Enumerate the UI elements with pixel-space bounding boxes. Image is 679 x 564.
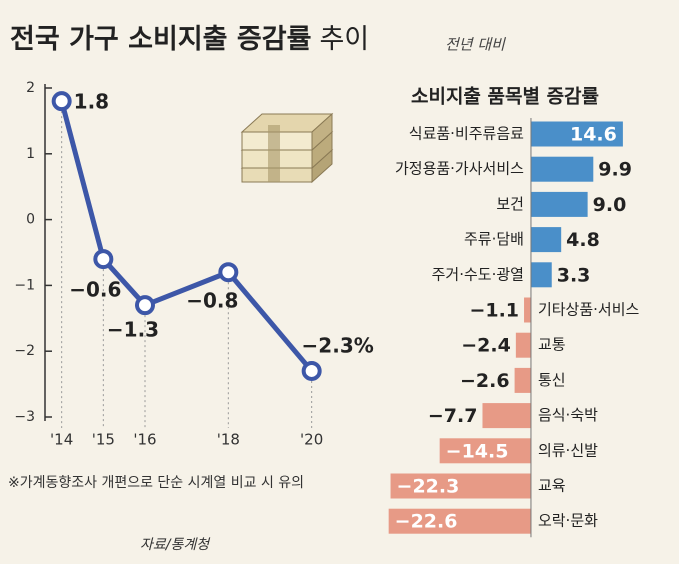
- category-label: 오락·문화: [538, 512, 598, 530]
- y-tick-label: −2: [14, 343, 35, 359]
- data-label: −2.6: [460, 370, 510, 392]
- data-label: 9.9: [598, 159, 632, 181]
- category-label: 통신: [538, 371, 566, 389]
- bar: [388, 508, 531, 534]
- chart-title: 소비지출 품목별 증감률: [411, 86, 599, 108]
- bar: [530, 262, 552, 288]
- category-label: 의류·신발: [538, 441, 598, 459]
- data-label: −14.5: [446, 440, 509, 462]
- x-tick-label: '20: [300, 431, 323, 449]
- source: 자료/통계청: [140, 537, 211, 553]
- bar: [482, 403, 531, 429]
- category-label: 음식·숙박: [538, 406, 598, 424]
- data-label: −7.7: [428, 405, 478, 427]
- y-tick-label: 2: [26, 80, 35, 96]
- point: [51, 91, 72, 112]
- title-suffix: 추이: [319, 24, 369, 55]
- point: [301, 360, 322, 381]
- y-tick-label: 1: [26, 146, 35, 162]
- bar: [515, 332, 531, 358]
- data-label: 14.6: [570, 124, 617, 146]
- money-icon: [240, 112, 334, 184]
- data-label: −0.8: [186, 289, 238, 313]
- data-label: −2.3%: [302, 333, 374, 357]
- category-label: 기타상품·서비스: [538, 301, 640, 319]
- data-label: −22.3: [397, 476, 460, 498]
- bar: [530, 227, 562, 253]
- bar: [530, 191, 588, 217]
- y-tick-label: −3: [14, 409, 35, 425]
- bar: [530, 156, 594, 182]
- category-label: 교육: [538, 477, 566, 495]
- data-label: −1.1: [469, 300, 519, 322]
- x-tick-label: '18: [217, 431, 240, 449]
- bar: [390, 473, 531, 499]
- subtitle: 전년 대비: [445, 36, 506, 54]
- title-main: 전국 가구 소비지출 증감률: [10, 24, 311, 55]
- note: ※가계동향조사 개편으로 단순 시계열 비교 시 유의: [8, 475, 304, 491]
- point: [218, 262, 239, 283]
- y-tick-label: −1: [14, 277, 35, 293]
- category-label: 주류·담배: [464, 230, 524, 248]
- data-label: 9.0: [593, 194, 627, 216]
- data-label: −0.6: [69, 278, 121, 302]
- data-label: 3.3: [557, 264, 591, 286]
- category-label: 교통: [538, 336, 566, 354]
- category-label: 가정용품·가사서비스: [395, 160, 524, 178]
- data-label: −22.6: [395, 511, 458, 533]
- x-tick-label: '15: [92, 431, 115, 449]
- category-label: 주거·수도·광열: [432, 265, 524, 283]
- data-label: 1.8: [74, 90, 109, 114]
- x-tick-label: '16: [133, 431, 156, 449]
- point: [93, 249, 114, 270]
- bar: [530, 121, 623, 147]
- category-label: 보건: [496, 195, 524, 213]
- point: [135, 295, 155, 316]
- x-tick-label: '14: [50, 431, 73, 449]
- bar: [439, 438, 531, 464]
- data-label: −1.3: [107, 318, 159, 342]
- y-tick-label: 0: [26, 212, 35, 228]
- bar: [524, 297, 531, 323]
- page-title: 전국 가구 소비지출 증감률 추이: [10, 24, 369, 55]
- data-label: −2.4: [461, 335, 511, 357]
- bar: [514, 367, 531, 393]
- category-label: 식료품·비주류음료: [409, 125, 524, 143]
- data-label: 4.8: [566, 229, 600, 251]
